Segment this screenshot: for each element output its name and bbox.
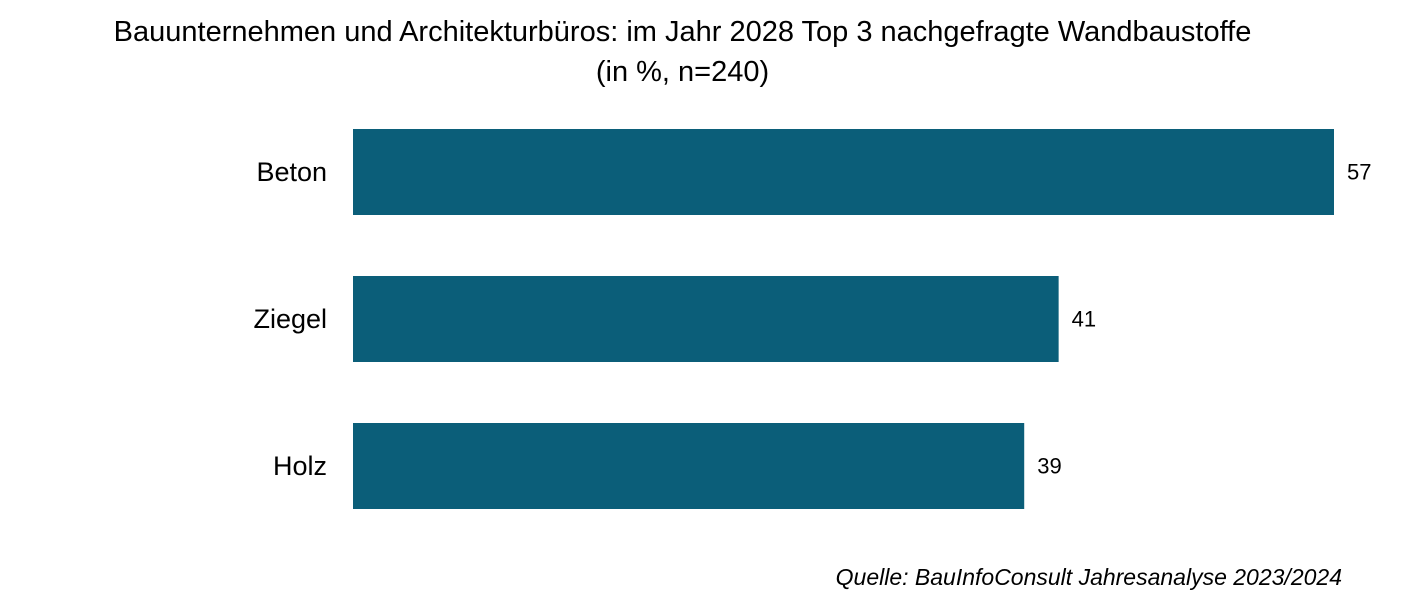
bar-holz — [353, 423, 1025, 509]
data-label-ziegel: 41 — [1072, 307, 1096, 332]
category-label-beton: Beton — [256, 157, 327, 187]
source-note: Quelle: BauInfoConsult Jahresanalyse 202… — [835, 564, 1342, 590]
bar-beton — [353, 129, 1334, 215]
bar-ziegel — [353, 276, 1059, 362]
category-label-holz: Holz — [273, 451, 327, 481]
category-label-ziegel: Ziegel — [253, 304, 327, 334]
chart-title: Bauunternehmen und Architekturbüros: im … — [0, 12, 1365, 92]
chart-title-line-1: Bauunternehmen und Architekturbüros: im … — [113, 16, 1252, 48]
data-label-beton: 57 — [1347, 160, 1371, 185]
data-label-holz: 39 — [1037, 454, 1061, 479]
chart-title-line-2: (in %, n=240) — [595, 56, 770, 88]
